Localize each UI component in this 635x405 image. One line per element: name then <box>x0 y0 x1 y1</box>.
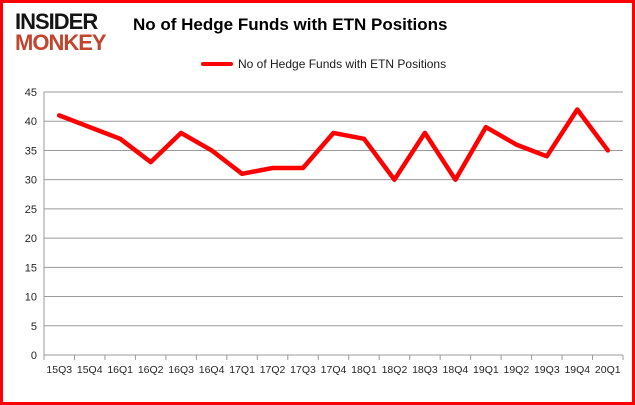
x-tick-label: 17Q3 <box>290 364 316 376</box>
x-tick-label: 15Q3 <box>46 364 72 376</box>
x-tick-label: 17Q1 <box>229 364 255 376</box>
x-tick-label: 18Q1 <box>351 364 377 376</box>
x-tick-label: 15Q4 <box>77 364 103 376</box>
y-tick-label: 10 <box>25 292 37 304</box>
y-tick-label: 0 <box>31 350 37 362</box>
x-tick-label: 18Q4 <box>443 364 469 376</box>
x-tick-label: 19Q1 <box>473 364 499 376</box>
x-tick-label: 16Q1 <box>107 364 133 376</box>
y-tick-label: 15 <box>25 262 37 274</box>
y-tick-label: 45 <box>25 87 37 99</box>
y-tick-label: 35 <box>25 145 37 157</box>
x-tick-label: 19Q2 <box>503 364 529 376</box>
chart-title: No of Hedge Funds with ETN Positions <box>133 15 448 34</box>
x-tick-label: 18Q2 <box>382 364 408 376</box>
x-tick-label: 18Q3 <box>412 364 438 376</box>
x-tick-label: 19Q3 <box>534 364 560 376</box>
legend-line-swatch <box>201 62 233 66</box>
logo-line2: MONKEY <box>15 30 107 55</box>
x-tick-label: 16Q4 <box>199 364 225 376</box>
y-tick-label: 5 <box>31 321 37 333</box>
x-tick-label: 17Q2 <box>260 364 286 376</box>
y-tick-label: 40 <box>25 116 37 128</box>
insider-monkey-logo: INSIDER MONKEY <box>15 9 107 55</box>
y-tick-label: 20 <box>25 233 37 245</box>
x-tick-label: 17Q4 <box>321 364 347 376</box>
x-tick-label: 16Q2 <box>138 364 164 376</box>
series-line <box>56 107 611 182</box>
y-tick-label: 25 <box>25 204 37 216</box>
x-tick-label: 20Q1 <box>595 364 621 376</box>
legend-label: No of Hedge Funds with ETN Positions <box>238 57 447 71</box>
chart-svg: 0 5 10 15 20 25 30 35 40 45 15Q3 15Q4 16Q1 16Q2 16Q3 16… <box>25 87 624 376</box>
x-tick-label: 16Q3 <box>168 364 194 376</box>
legend: No of Hedge Funds with ETN Positions <box>201 57 446 71</box>
y-tick-label: 30 <box>25 175 37 187</box>
x-tick-label: 19Q4 <box>564 364 590 376</box>
logo-line1: INSIDER <box>15 9 98 34</box>
